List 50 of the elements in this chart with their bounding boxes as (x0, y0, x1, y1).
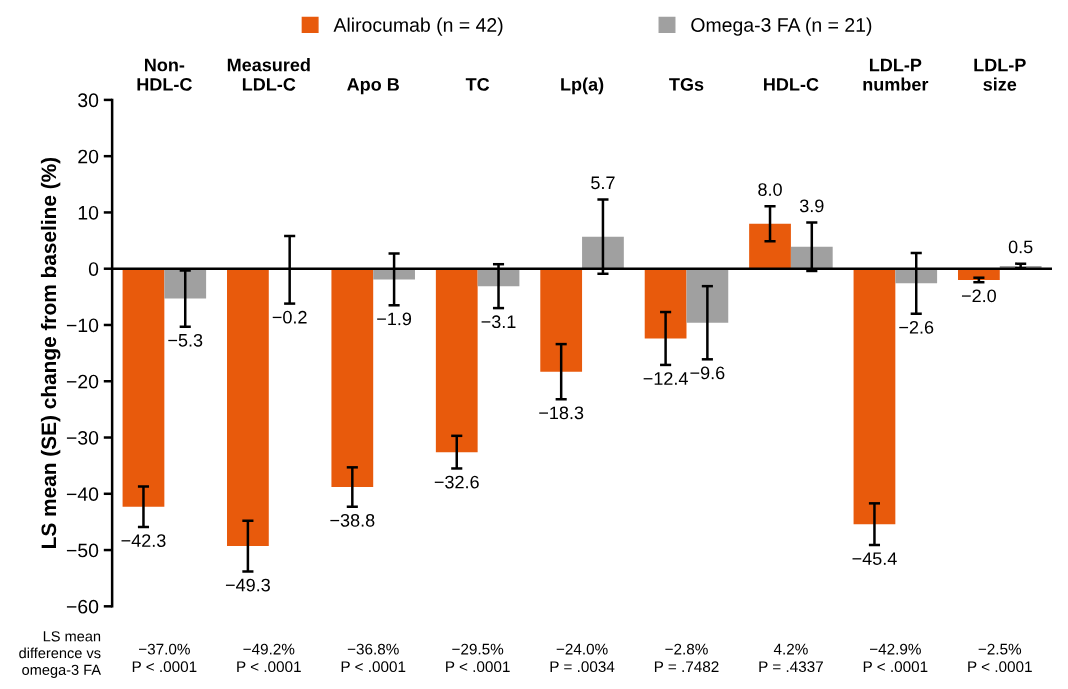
data-label: −18.3 (539, 406, 584, 420)
y-tick-label: −60 (66, 599, 99, 614)
data-label: 8.0 (758, 183, 782, 196)
x-tick-label: Measured LDL-C (227, 58, 310, 91)
text: −42.9% P < .0001 (863, 643, 928, 673)
legend-label: Alirocumab (n = 42) (333, 17, 503, 36)
y-tick-label: 30 (78, 93, 99, 108)
text: −2.5% P < .0001 (968, 643, 1032, 673)
x-tick-label: Non- HDL-C (137, 58, 192, 91)
data-label: 3.9 (799, 199, 824, 213)
data-label: −2.6 (899, 320, 934, 334)
data-label: −42.3 (121, 534, 166, 547)
y-tick-label: −30 (66, 430, 99, 445)
x-tick-label: HDL-C (764, 78, 819, 91)
y-tick-label: −40 (66, 487, 99, 502)
y-tick-label: −10 (66, 318, 99, 333)
y-tick-label: 10 (78, 205, 99, 220)
x-tick-label: Apo B (347, 78, 399, 95)
x-tick-label: Lp(a) (561, 77, 604, 95)
data-label: −3.1 (481, 315, 516, 329)
data-label: −9.6 (690, 366, 725, 380)
legend-label: Omega-3 FA (n = 21) (691, 17, 872, 36)
y-axis-title: LS mean (SE) change from baseline (%) (40, 157, 61, 548)
text: −49.2% P < .0001 (237, 643, 301, 673)
x-tick-label: LDL-P size (974, 58, 1026, 91)
data-label: −38.8 (330, 513, 375, 527)
text: −2.8% P = .7482 (654, 643, 719, 673)
y-tick-label: 20 (78, 149, 99, 164)
data-label: −32.6 (434, 475, 479, 489)
text: −37.0% P < .0001 (132, 643, 197, 673)
data-label: 0.5 (1008, 240, 1033, 254)
data-label: −1.9 (377, 312, 412, 326)
data-label: −45.4 (852, 552, 897, 565)
data-label: −5.3 (168, 333, 203, 347)
text: LS mean difference vs omega-3 FA (19, 631, 102, 678)
data-label: −49.3 (225, 578, 270, 592)
x-tick-label: LDL-P number (863, 58, 929, 91)
data-label: −2.0 (961, 289, 996, 303)
y-tick-label: 0 (88, 262, 99, 276)
text: −29.5% P < .0001 (446, 643, 510, 673)
x-tick-label: TGs (669, 78, 704, 91)
y-tick-label: −50 (66, 543, 99, 558)
text: −36.8% P < .0001 (341, 643, 406, 673)
x-tick-label: TC (465, 78, 490, 91)
text: −24.0% P = .0034 (550, 643, 615, 673)
data-label: −12.4 (643, 372, 688, 385)
data-label: 5.7 (591, 176, 615, 190)
text: 4.2% P = .4337 (759, 643, 823, 673)
data-label: −0.2 (272, 310, 307, 324)
y-tick-label: −20 (66, 374, 99, 389)
